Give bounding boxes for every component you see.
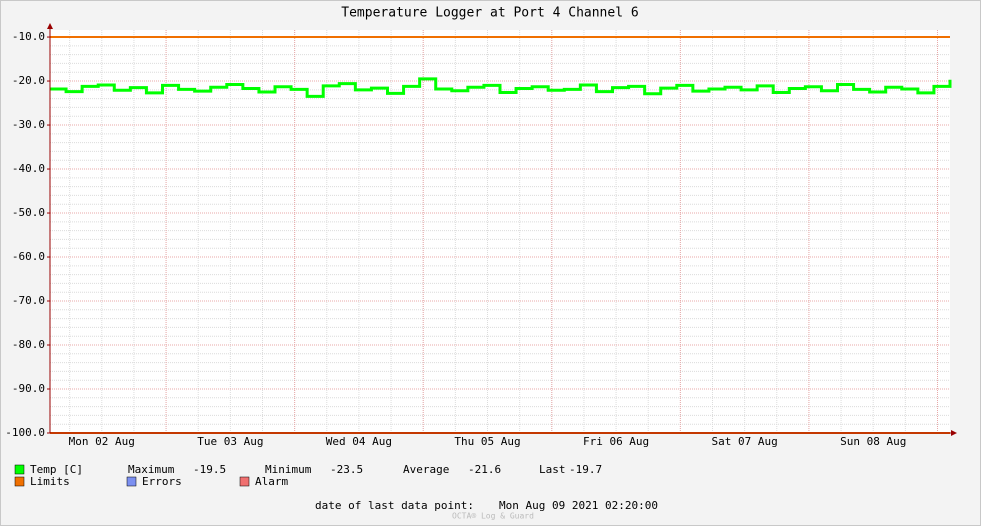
footer-date: Mon Aug 09 2021 02:20:00 [499,499,658,512]
x-tick-label: Mon 02 Aug [69,435,135,448]
footer-label: date of last data point: [315,499,474,512]
stat-label: Maximum [128,463,175,476]
y-tick-label: -20.0 [12,74,45,87]
y-axis-arrow [47,23,53,29]
plot-area [50,30,950,433]
legend-label: Temp [C] [30,463,83,476]
legend-label: Errors [142,475,182,488]
legend-swatch [239,476,250,487]
stat-value: -19.5 [193,463,226,476]
watermark: OCTA® Log & Guard [452,512,534,521]
temp-line [50,77,952,98]
y-tick-label: -80.0 [12,338,45,351]
stat-label: Minimum [265,463,312,476]
legend-swatch [14,476,25,487]
y-tick-label: -70.0 [12,294,45,307]
legend-label: Alarm [255,475,288,488]
y-tick-label: -100.0 [5,426,45,439]
legend-swatch [126,476,137,487]
y-tick-label: -40.0 [12,162,45,175]
chart-title: Temperature Logger at Port 4 Channel 6 [341,6,638,21]
x-tick-label: Sun 08 Aug [840,435,906,448]
stat-label: Last [539,463,566,476]
y-tick-label: -30.0 [12,118,45,131]
y-tick-label: -90.0 [12,382,45,395]
x-tick-label: Thu 05 Aug [454,435,520,448]
x-tick-label: Wed 04 Aug [326,435,392,448]
x-tick-label: Sat 07 Aug [712,435,778,448]
y-tick-label: -10.0 [12,30,45,43]
stat-value: -19.7 [569,463,602,476]
y-tick-label: -60.0 [12,250,45,263]
legend-label: Limits [30,475,70,488]
legend-swatch [14,464,25,475]
x-axis-arrow [951,430,957,436]
stat-value: -23.5 [330,463,363,476]
x-tick-label: Fri 06 Aug [583,435,649,448]
stat-value: -21.6 [468,463,501,476]
stat-label: Average [403,463,449,476]
x-tick-label: Tue 03 Aug [197,435,263,448]
y-tick-label: -50.0 [12,206,45,219]
